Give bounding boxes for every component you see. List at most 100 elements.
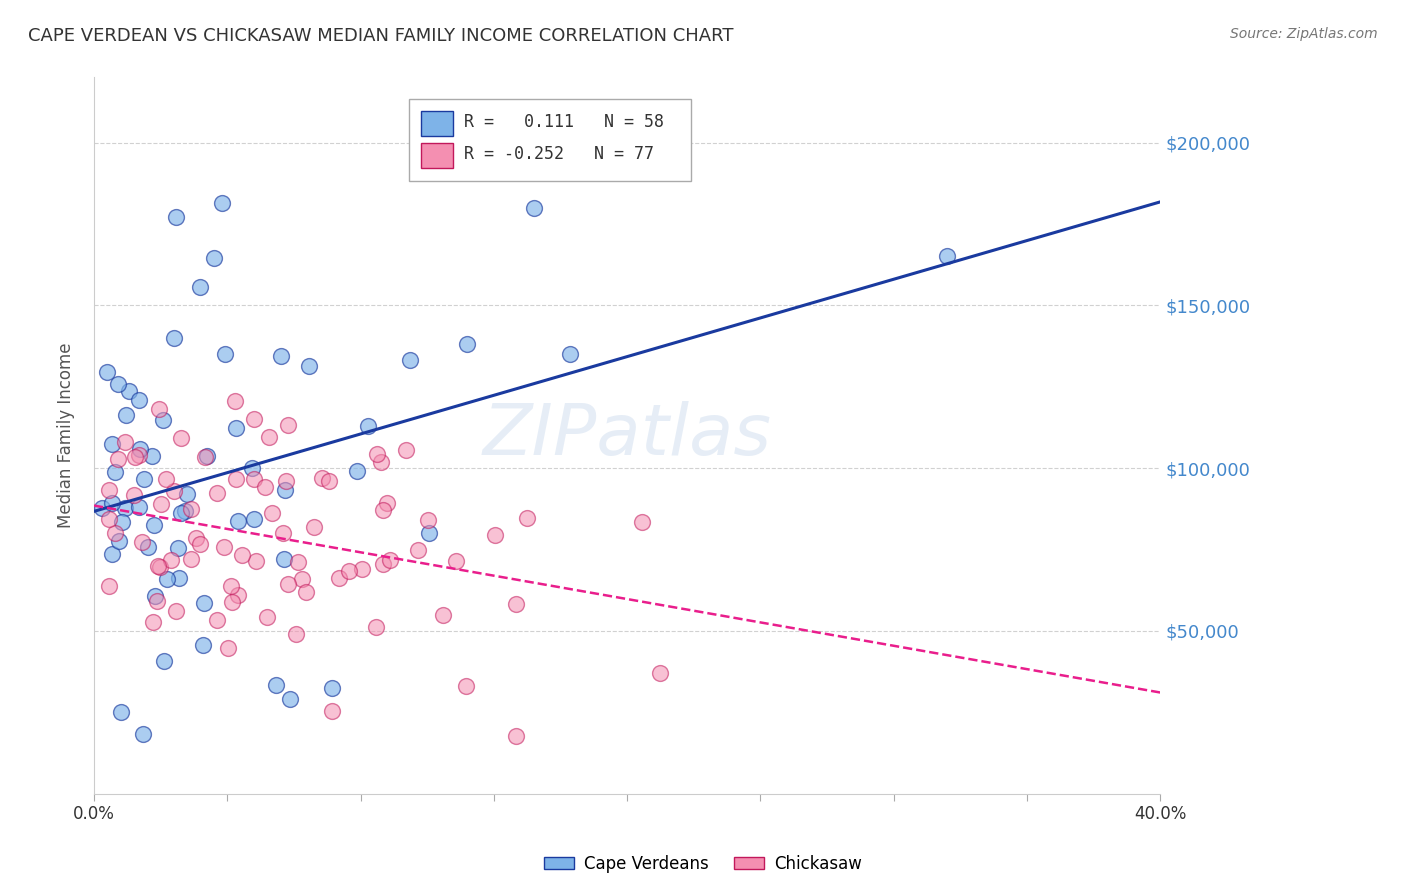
Point (516, 511, 538, 525)
Text: CAPE VERDEAN VS CHICKASAW MEDIAN FAMILY INCOME CORRELATION CHART: CAPE VERDEAN VS CHICKASAW MEDIAN FAMILY … (28, 27, 734, 45)
Point (129, 442, 152, 456)
Point (136, 540, 159, 554)
Point (101, 437, 124, 451)
Point (107, 377, 129, 392)
Y-axis label: Median Family Income: Median Family Income (58, 343, 75, 528)
Point (274, 475, 297, 489)
Bar (422, 144, 453, 169)
Point (104, 465, 127, 479)
Point (375, 496, 398, 510)
Point (285, 627, 308, 641)
Point (398, 353, 420, 368)
Point (176, 487, 198, 501)
Point (188, 280, 211, 294)
Point (142, 517, 165, 532)
Point (225, 421, 247, 435)
Point (304, 520, 326, 534)
Point (122, 488, 145, 502)
Point (104, 525, 127, 540)
Point (278, 691, 301, 706)
Point (294, 584, 316, 599)
Point (96, 365, 118, 379)
Bar (422, 112, 453, 136)
Point (114, 408, 136, 422)
Point (277, 418, 299, 433)
Point (346, 464, 368, 478)
Text: ZIPatlas: ZIPatlas (482, 401, 772, 470)
Text: R = -0.252   N = 77: R = -0.252 N = 77 (464, 145, 654, 163)
Point (219, 580, 242, 594)
Point (271, 526, 294, 541)
Point (180, 501, 202, 516)
Point (406, 543, 429, 558)
Point (174, 504, 197, 518)
Point (321, 681, 343, 696)
Point (211, 195, 233, 210)
Point (630, 516, 652, 530)
Point (298, 359, 321, 373)
Point (214, 347, 236, 361)
Point (167, 541, 190, 555)
Point (366, 447, 388, 461)
Point (118, 384, 141, 398)
Legend: Cape Verdeans, Chickasaw: Cape Verdeans, Chickasaw (537, 848, 869, 880)
Point (221, 595, 243, 609)
Point (97, 483, 120, 498)
Point (321, 704, 343, 718)
Point (266, 678, 288, 692)
Point (193, 596, 215, 610)
Point (418, 525, 440, 540)
Point (243, 511, 266, 525)
Point (165, 211, 187, 225)
Point (167, 571, 190, 585)
Point (560, 347, 582, 361)
Point (366, 620, 388, 634)
Point (128, 500, 150, 515)
Point (132, 472, 155, 486)
Point (107, 451, 129, 466)
Text: Source: ZipAtlas.com: Source: ZipAtlas.com (1230, 27, 1378, 41)
Point (149, 559, 172, 574)
Point (98, 512, 121, 526)
Point (273, 552, 295, 566)
Point (270, 349, 292, 363)
Point (110, 705, 132, 719)
Point (124, 450, 146, 464)
Point (225, 472, 247, 486)
Point (231, 548, 253, 562)
Point (416, 513, 439, 527)
Point (184, 531, 207, 545)
Point (143, 589, 166, 603)
Point (274, 483, 297, 497)
Point (132, 727, 155, 741)
Point (446, 554, 468, 568)
Point (205, 613, 228, 627)
Point (128, 449, 150, 463)
Point (146, 594, 169, 608)
Point (207, 486, 229, 500)
Point (217, 640, 239, 655)
Point (111, 515, 134, 529)
Point (101, 547, 124, 561)
Point (146, 558, 169, 573)
Point (195, 450, 218, 464)
Point (141, 449, 163, 463)
Point (650, 666, 672, 681)
Point (505, 729, 527, 743)
Point (243, 472, 266, 486)
Point (160, 553, 183, 567)
Point (350, 562, 373, 576)
Point (162, 483, 184, 498)
Point (101, 495, 124, 509)
Point (371, 503, 394, 517)
Point (191, 638, 214, 652)
Point (370, 455, 392, 469)
Point (243, 412, 266, 426)
Point (240, 460, 263, 475)
Point (131, 534, 153, 549)
Point (395, 443, 418, 458)
Point (328, 571, 350, 585)
Point (148, 402, 170, 417)
Point (114, 500, 136, 515)
Point (373, 558, 395, 572)
